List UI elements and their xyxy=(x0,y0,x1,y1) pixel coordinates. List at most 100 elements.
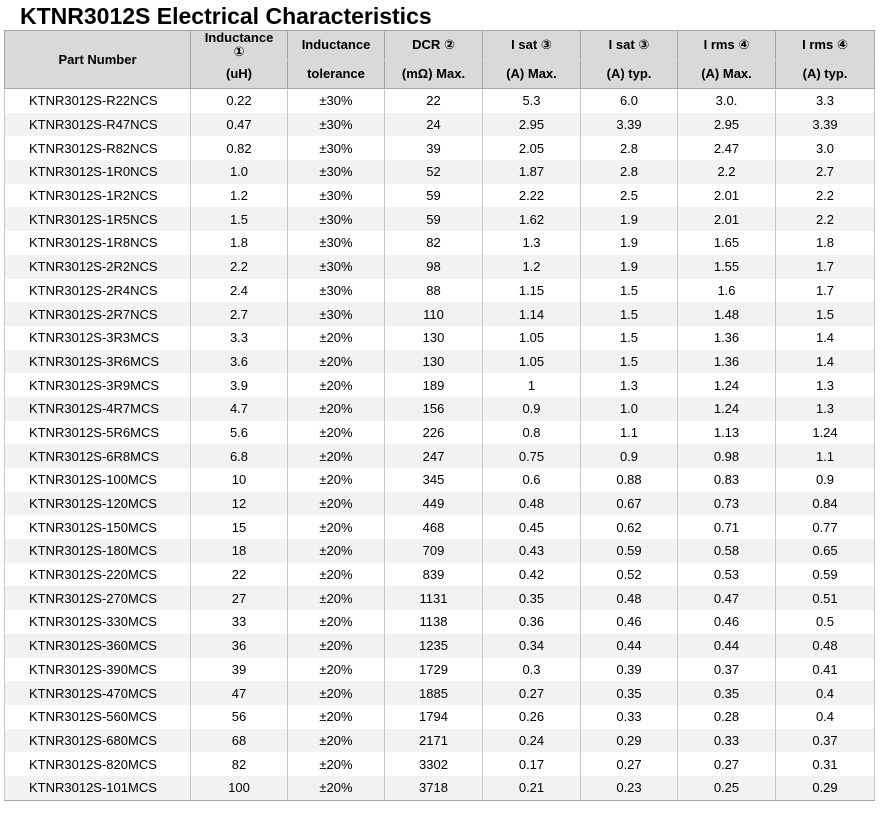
cell-isat-max: 1.05 xyxy=(482,325,581,350)
table-row: KTNR3012S-1R0NCS 1.0 ±30% 52 1.87 2.8 2.2 2.7 xyxy=(4,160,875,184)
cell-isat-max: 2.05 xyxy=(482,136,581,161)
cell-isat-typ: 1.9 xyxy=(580,207,678,232)
cell-inductance: 1.2 xyxy=(190,183,288,208)
cell-isat-typ: 2.8 xyxy=(580,136,678,161)
cell-irms-max: 0.73 xyxy=(677,491,776,516)
cell-tolerance: ±30% xyxy=(287,302,385,326)
cell-isat-max: 0.34 xyxy=(482,633,581,658)
header-irms-typ-unit: (A) typ. xyxy=(775,59,875,89)
header-row-bottom: (uH) tolerance (mΩ) Max. (A) Max. (A) ty… xyxy=(5,59,875,89)
cell-part-number: KTNR3012S-270MCS xyxy=(4,586,191,611)
cell-irms-typ: 0.9 xyxy=(775,468,875,492)
cell-inductance: 82 xyxy=(190,752,288,776)
table-row: KTNR3012S-180MCS 18 ±20% 709 0.43 0.59 0.58 0.6… xyxy=(4,539,875,563)
cell-tolerance: ±30% xyxy=(287,160,385,184)
cell-isat-typ: 1.3 xyxy=(580,373,678,397)
cell-inductance: 3.9 xyxy=(190,373,288,397)
cell-isat-typ: 1.9 xyxy=(580,254,678,279)
cell-irms-typ: 1.7 xyxy=(775,254,875,279)
cell-tolerance: ±30% xyxy=(287,254,385,279)
cell-dcr: 3302 xyxy=(384,752,483,776)
cell-tolerance: ±20% xyxy=(287,396,385,421)
table-body: KTNR3012S-R22NCS 0.22 ±30% 22 5.3 6.0 3.0. 3.3 K… xyxy=(4,88,875,801)
cell-isat-typ: 0.48 xyxy=(580,586,678,611)
cell-dcr: 709 xyxy=(384,539,483,563)
cell-isat-max: 0.21 xyxy=(482,775,581,801)
cell-dcr: 52 xyxy=(384,160,483,184)
cell-part-number: KTNR3012S-2R4NCS xyxy=(4,278,191,303)
cell-part-number: KTNR3012S-4R7MCS xyxy=(4,396,191,421)
cell-part-number: KTNR3012S-1R5NCS xyxy=(4,207,191,232)
table-row: KTNR3012S-2R2NCS 2.2 ±30% 98 1.2 1.9 1.55 1.7 xyxy=(4,254,875,279)
cell-tolerance: ±30% xyxy=(287,112,385,137)
cell-isat-max: 0.26 xyxy=(482,704,581,729)
cell-isat-typ: 0.52 xyxy=(580,562,678,587)
cell-part-number: KTNR3012S-3R3MCS xyxy=(4,325,191,350)
table-row: KTNR3012S-2R4NCS 2.4 ±30% 88 1.15 1.5 1.6 1.7 xyxy=(4,278,875,303)
cell-irms-typ: 1.4 xyxy=(775,325,875,350)
header-irms-max-top: I rms ④ xyxy=(677,30,776,60)
cell-irms-max: 1.48 xyxy=(677,302,776,326)
cell-tolerance: ±20% xyxy=(287,325,385,350)
cell-inductance: 33 xyxy=(190,610,288,634)
cell-isat-typ: 1.5 xyxy=(580,278,678,303)
cell-dcr: 156 xyxy=(384,396,483,421)
cell-tolerance: ±20% xyxy=(287,775,385,801)
cell-isat-max: 2.22 xyxy=(482,183,581,208)
cell-inductance: 3.6 xyxy=(190,349,288,374)
cell-irms-typ: 0.31 xyxy=(775,752,875,776)
cell-part-number: KTNR3012S-180MCS xyxy=(4,539,191,563)
cell-irms-max: 1.24 xyxy=(677,373,776,397)
cell-irms-typ: 0.48 xyxy=(775,633,875,658)
cell-isat-typ: 0.46 xyxy=(580,610,678,634)
cell-dcr: 189 xyxy=(384,373,483,397)
cell-dcr: 1138 xyxy=(384,610,483,634)
cell-dcr: 1235 xyxy=(384,633,483,658)
cell-dcr: 247 xyxy=(384,444,483,468)
cell-part-number: KTNR3012S-2R7NCS xyxy=(4,302,191,326)
cell-isat-typ: 0.88 xyxy=(580,468,678,492)
cell-dcr: 59 xyxy=(384,207,483,232)
cell-part-number: KTNR3012S-1R0NCS xyxy=(4,160,191,184)
header-inductance-label: Inductance xyxy=(204,30,274,45)
cell-inductance: 4.7 xyxy=(190,396,288,421)
cell-inductance: 36 xyxy=(190,633,288,658)
header-inductance-unit: (uH) xyxy=(190,59,288,89)
cell-tolerance: ±20% xyxy=(287,728,385,753)
table-row: KTNR3012S-3R3MCS 3.3 ±20% 130 1.05 1.5 1.36 1.4 xyxy=(4,325,875,350)
cell-dcr: 468 xyxy=(384,515,483,540)
cell-irms-typ: 1.4 xyxy=(775,349,875,374)
header-isat-typ-top: I sat ③ xyxy=(580,30,678,60)
cell-isat-max: 0.3 xyxy=(482,657,581,682)
table-row: KTNR3012S-470MCS 47 ±20% 1885 0.27 0.35 0.35 0.… xyxy=(4,681,875,705)
cell-irms-max: 2.01 xyxy=(677,183,776,208)
cell-irms-typ: 0.59 xyxy=(775,562,875,587)
table-row: KTNR3012S-3R6MCS 3.6 ±20% 130 1.05 1.5 1.36 1.4 xyxy=(4,349,875,374)
cell-irms-max: 0.53 xyxy=(677,562,776,587)
cell-tolerance: ±30% xyxy=(287,88,385,113)
table-row: KTNR3012S-560MCS 56 ±20% 1794 0.26 0.33 0.28 0.… xyxy=(4,704,875,729)
table-row: KTNR3012S-360MCS 36 ±20% 1235 0.34 0.44 0.44 0.… xyxy=(4,633,875,658)
cell-inductance: 47 xyxy=(190,681,288,705)
cell-dcr: 3718 xyxy=(384,775,483,801)
cell-isat-max: 1 xyxy=(482,373,581,397)
cell-irms-typ: 2.2 xyxy=(775,183,875,208)
cell-isat-max: 1.87 xyxy=(482,160,581,184)
document-title: KTNR3012S Electrical Characteristics xyxy=(20,3,432,29)
cell-irms-typ: 0.84 xyxy=(775,491,875,516)
cell-dcr: 22 xyxy=(384,88,483,113)
header-dcr-unit: (mΩ) Max. xyxy=(384,59,483,89)
cell-inductance: 0.47 xyxy=(190,112,288,137)
header-row-top: Part Number Inductance ① Inductance DCR … xyxy=(4,30,875,89)
cell-dcr: 88 xyxy=(384,278,483,303)
header-isat-typ-unit: (A) typ. xyxy=(580,59,678,89)
cell-irms-typ: 3.0 xyxy=(775,136,875,161)
table-row: KTNR3012S-4R7MCS 4.7 ±20% 156 0.9 1.0 1.24 1.3 xyxy=(4,396,875,421)
cell-inductance: 6.8 xyxy=(190,444,288,468)
cell-isat-max: 0.43 xyxy=(482,539,581,563)
cell-isat-max: 1.14 xyxy=(482,302,581,326)
cell-irms-typ: 1.1 xyxy=(775,444,875,468)
header-isat-max-top: I sat ③ xyxy=(482,30,581,60)
cell-dcr: 130 xyxy=(384,349,483,374)
cell-irms-typ: 0.4 xyxy=(775,704,875,729)
